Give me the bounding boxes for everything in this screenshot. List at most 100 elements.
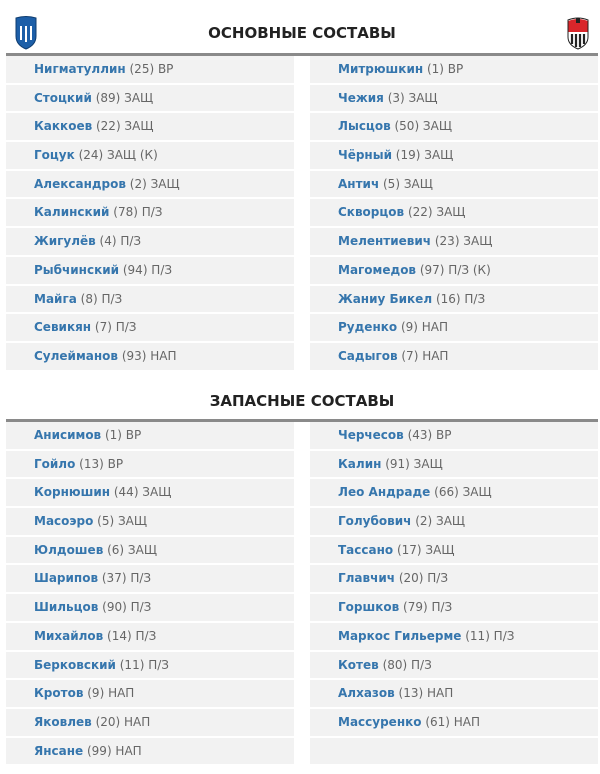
player-number-position: (2) ЗАЩ bbox=[125, 176, 180, 191]
player-number-position: (61) НАП bbox=[421, 714, 481, 729]
player-name-link[interactable]: Котев bbox=[338, 657, 379, 672]
divider bbox=[6, 419, 598, 422]
player-name-link[interactable]: Шильцов bbox=[34, 600, 99, 615]
player-row: Янсане (99) НАП bbox=[6, 737, 294, 767]
player-name-link[interactable]: Александров bbox=[34, 176, 126, 191]
player-row: Масоэро (5) ЗАЩ bbox=[6, 508, 294, 537]
player-row: Юлдошев (6) ЗАЩ bbox=[6, 536, 294, 566]
player-row: Антич (5) ЗАЩ bbox=[310, 170, 598, 200]
player-name-link[interactable]: Лысцов bbox=[338, 119, 391, 134]
player-number-position: (50) ЗАЩ bbox=[390, 119, 452, 134]
player-name-link[interactable]: Нигматуллин bbox=[34, 62, 126, 76]
player-name-link[interactable]: Масоэро bbox=[34, 514, 94, 529]
player-name-link[interactable]: Шарипов bbox=[34, 571, 99, 586]
player-row: Стоцкий (89) ЗАЩ bbox=[6, 84, 294, 114]
player-row: Чежия (3) ЗАЩ bbox=[310, 84, 598, 114]
player-name-link[interactable]: Антич bbox=[338, 176, 380, 191]
empty-row bbox=[310, 737, 598, 767]
player-row: Шарипов (37) П/З bbox=[6, 565, 294, 595]
player-number-position: (4) П/З bbox=[95, 234, 142, 249]
player-name-link[interactable]: Главчич bbox=[338, 571, 396, 586]
player-name-link[interactable]: Майга bbox=[34, 291, 77, 306]
player-row: Берковский (11) П/З bbox=[6, 651, 294, 681]
player-name-link[interactable]: Голубович bbox=[338, 514, 412, 529]
player-name-link[interactable]: Калинский bbox=[34, 205, 110, 220]
player-row: Мелентиевич (23) ЗАЩ bbox=[310, 228, 598, 257]
player-number-position: (22) ЗАЩ bbox=[404, 205, 466, 220]
player-number-position: (91) ЗАЩ bbox=[381, 456, 443, 471]
player-number-position: (5) ЗАЩ bbox=[93, 514, 147, 529]
player-name-link[interactable]: Алхазов bbox=[338, 686, 395, 701]
player-number-position: (43) ВР bbox=[403, 428, 452, 442]
player-row: Майга (8) П/З bbox=[6, 285, 294, 315]
player-name-link[interactable]: Митрюшкин bbox=[338, 62, 424, 76]
player-row: Тассано (17) ЗАЩ bbox=[310, 536, 598, 566]
player-name-link[interactable]: Берковский bbox=[34, 657, 116, 672]
player-name-link[interactable]: Мелентиевич bbox=[338, 234, 432, 249]
player-row: Руденко (9) НАП bbox=[310, 314, 598, 343]
player-name-link[interactable]: Стоцкий bbox=[34, 90, 92, 105]
player-row: Алхазов (13) НАП bbox=[310, 680, 598, 709]
player-name-link[interactable]: Сулейманов bbox=[34, 348, 118, 363]
player-row: Митрюшкин (1) ВР bbox=[310, 56, 598, 85]
home-team-logo bbox=[15, 16, 37, 50]
player-row: Нигматуллин (25) ВР bbox=[6, 56, 294, 85]
player-row: Садыгов (7) НАП bbox=[310, 342, 598, 372]
player-name-link[interactable]: Руденко bbox=[338, 320, 398, 335]
player-name-link[interactable]: Гоцук bbox=[34, 148, 75, 163]
player-name-link[interactable]: Рыбчинский bbox=[34, 262, 120, 277]
player-number-position: (2) ЗАЩ bbox=[411, 514, 466, 529]
player-number-position: (94) П/З bbox=[119, 262, 173, 277]
player-number-position: (66) ЗАЩ bbox=[430, 485, 492, 500]
player-name-link[interactable]: Скворцов bbox=[338, 205, 405, 220]
player-name-link[interactable]: Массуренко bbox=[338, 714, 422, 729]
player-number-position: (22) ЗАЩ bbox=[92, 119, 154, 134]
player-row: Котев (80) П/З bbox=[310, 651, 598, 681]
player-number-position: (7) П/З bbox=[91, 320, 137, 335]
player-number-position: (25) ВР bbox=[125, 62, 174, 76]
player-row: Михайлов (14) П/З bbox=[6, 622, 294, 652]
player-number-position: (79) П/З bbox=[399, 600, 453, 615]
player-name-link[interactable]: Гойло bbox=[34, 456, 76, 471]
player-number-position: (20) НАП bbox=[91, 714, 151, 729]
player-name-link[interactable]: Кротов bbox=[34, 686, 84, 701]
player-row: Скворцов (22) ЗАЩ bbox=[310, 199, 598, 229]
player-number-position: (5) ЗАЩ bbox=[379, 176, 433, 191]
player-name-link[interactable]: Магомедов bbox=[338, 262, 417, 277]
player-row: Горшков (79) П/З bbox=[310, 594, 598, 623]
player-row: Кротов (9) НАП bbox=[6, 680, 294, 709]
player-name-link[interactable]: Севикян bbox=[34, 320, 92, 335]
player-name-link[interactable]: Садыгов bbox=[338, 348, 398, 363]
player-number-position: (1) ВР bbox=[101, 428, 142, 442]
player-row: Массуренко (61) НАП bbox=[310, 708, 598, 738]
player-name-link[interactable]: Тассано bbox=[338, 542, 394, 557]
player-number-position: (93) НАП bbox=[118, 348, 177, 363]
player-number-position: (11) П/З bbox=[461, 628, 515, 643]
player-name-link[interactable]: Горшков bbox=[338, 600, 400, 615]
player-name-link[interactable]: Чежия bbox=[338, 90, 384, 105]
player-number-position: (90) П/З bbox=[98, 600, 152, 615]
player-number-position: (11) П/З bbox=[115, 657, 169, 672]
player-name-link[interactable]: Корнюшин bbox=[34, 485, 111, 500]
player-name-link[interactable]: Черчесов bbox=[338, 428, 404, 442]
player-name-link[interactable]: Юлдошев bbox=[34, 542, 104, 557]
player-name-link[interactable]: Маркос Гильерме bbox=[338, 628, 462, 643]
player-name-link[interactable]: Яковлев bbox=[34, 714, 92, 729]
player-name-link[interactable]: Жаниу Бикел bbox=[338, 291, 433, 306]
player-row: Жигулёв (4) П/З bbox=[6, 228, 294, 257]
starting-lineups-title: ОСНОВНЫЕ СОСТАВЫ bbox=[208, 24, 396, 42]
player-number-position: (8) П/З bbox=[76, 291, 123, 306]
player-name-link[interactable]: Лео Андраде bbox=[338, 485, 431, 500]
player-name-link[interactable]: Янсане bbox=[34, 743, 84, 758]
player-name-link[interactable]: Чёрный bbox=[338, 148, 392, 163]
player-name-link[interactable]: Калин bbox=[338, 456, 382, 471]
player-row: Севикян (7) П/З bbox=[6, 314, 294, 343]
player-row: Гойло (13) ВР bbox=[6, 450, 294, 480]
player-name-link[interactable]: Жигулёв bbox=[34, 234, 96, 249]
player-number-position: (99) НАП bbox=[83, 743, 142, 758]
player-name-link[interactable]: Анисимов bbox=[34, 428, 102, 442]
away-subs-list: Черчесов (43) ВР Калин (91) ЗАЩ Лео Андрад… bbox=[310, 422, 598, 767]
player-name-link[interactable]: Каккоев bbox=[34, 119, 93, 134]
player-name-link[interactable]: Михайлов bbox=[34, 628, 104, 643]
home-starting-list: Нигматуллин (25) ВР Стоцкий (89) ЗАЩ Какко… bbox=[6, 56, 294, 372]
